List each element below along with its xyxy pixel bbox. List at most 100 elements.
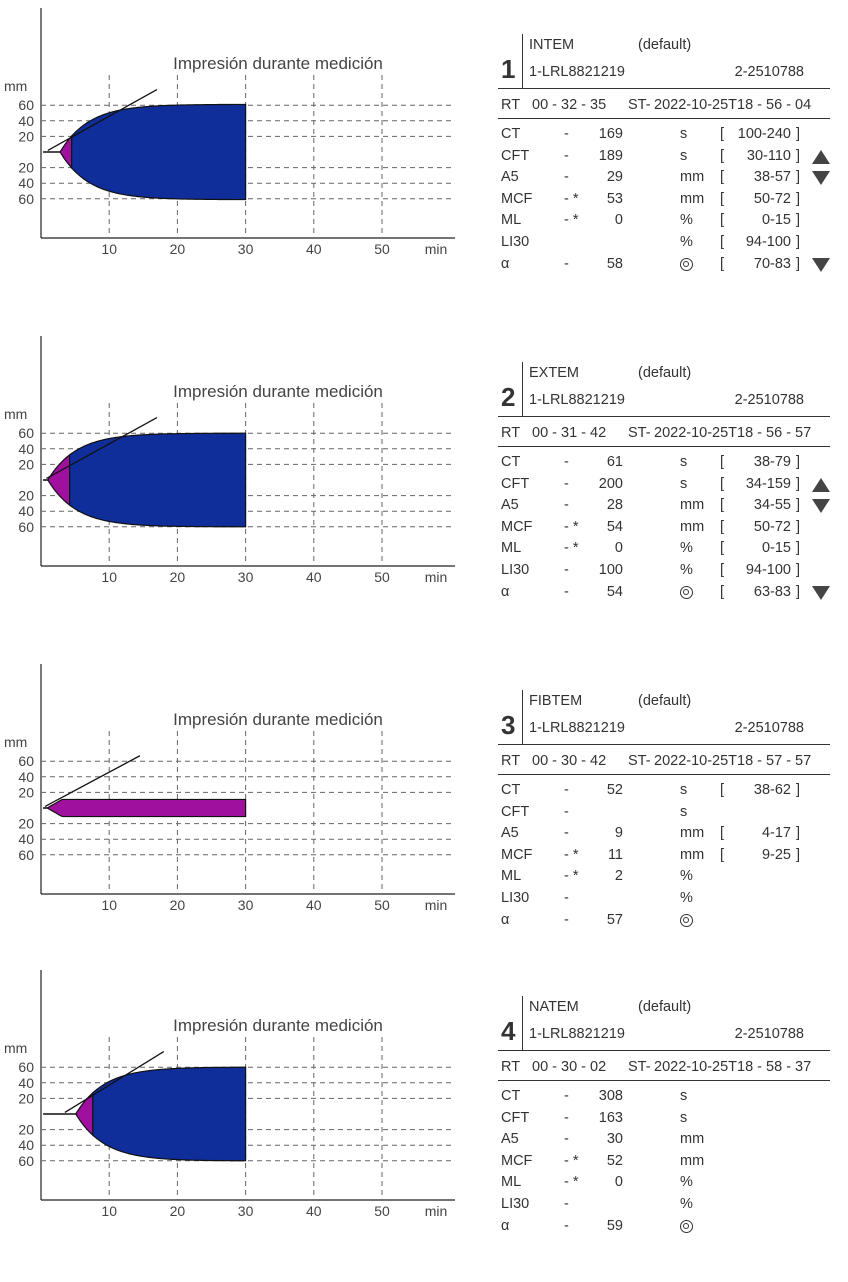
y-tick-label: 20 xyxy=(18,784,34,800)
range-close-bracket: ] xyxy=(796,497,801,514)
param-dash: - xyxy=(564,475,569,492)
reference-range: 0-15 xyxy=(761,212,791,229)
alpha-angle-tangent xyxy=(44,755,141,808)
x-axis-label: min xyxy=(425,897,448,913)
param-value: 57 xyxy=(606,911,623,928)
rt-label: RT xyxy=(501,1059,521,1075)
rt-divider xyxy=(498,446,830,447)
st-value: 2022-10-25T18 - 56 - 57 xyxy=(654,425,812,441)
clotting-phase-area xyxy=(47,453,71,507)
y-tick-label: 40 xyxy=(18,113,34,129)
param-value: 53 xyxy=(606,190,623,207)
alpha-unit-icon xyxy=(680,1219,693,1237)
param-value: 29 xyxy=(606,169,623,186)
param-value: 0 xyxy=(614,212,623,229)
y-axis-label: mm xyxy=(4,734,27,750)
param-label: CT xyxy=(501,126,521,142)
number-divider xyxy=(522,690,523,744)
y-tick-label: 40 xyxy=(18,441,34,457)
param-label: α xyxy=(501,911,510,928)
y-tick-label: 40 xyxy=(18,831,34,847)
param-dash: - xyxy=(564,454,569,470)
alpha-angle-tangent xyxy=(47,89,158,152)
y-tick-label: 20 xyxy=(18,1090,34,1106)
param-label: LI30 xyxy=(501,1196,530,1212)
param-value: 52 xyxy=(606,1152,623,1169)
param-unit: % xyxy=(680,540,693,557)
param-label: LI30 xyxy=(501,234,530,250)
reference-range: 0-15 xyxy=(761,540,791,557)
param-label: ML xyxy=(501,868,522,885)
x-tick-label: 10 xyxy=(101,1203,117,1219)
y-tick-label: 60 xyxy=(18,425,34,441)
chart-2: Impresión durante mediciónmm204060204060… xyxy=(4,336,455,585)
y-tick-label: 40 xyxy=(18,1075,34,1091)
range-open-bracket: [ xyxy=(720,475,725,492)
range-close-bracket: ] xyxy=(796,212,801,229)
range-close-bracket: ] xyxy=(796,255,801,272)
range-open-bracket: [ xyxy=(720,454,725,470)
range-open-bracket: [ xyxy=(720,782,725,798)
param-label: CT xyxy=(501,782,521,798)
default-label: (default) xyxy=(638,693,692,709)
rt-label: RT xyxy=(501,753,521,769)
range-open-bracket: [ xyxy=(720,169,725,186)
reference-range: 94-100 xyxy=(745,562,791,578)
sample-id-2: 2-2510788 xyxy=(734,64,804,80)
result-table-1: 1 INTEM (default) 1-LRL8821219 2-2510788 RT 00… xyxy=(498,0,838,320)
range-open-bracket: [ xyxy=(720,518,725,535)
test-number: 2 xyxy=(501,382,516,412)
param-value: 61 xyxy=(606,454,623,470)
y-tick-label: 40 xyxy=(18,175,34,191)
x-tick-label: 40 xyxy=(306,897,322,913)
x-tick-label: 10 xyxy=(101,569,117,585)
range-close-bracket: ] xyxy=(796,846,801,863)
y-tick-label: 60 xyxy=(18,191,34,207)
reference-range: 38-62 xyxy=(753,782,791,798)
alpha-unit-icon xyxy=(680,585,693,603)
param-unit: % xyxy=(680,890,693,906)
param-unit: mm xyxy=(680,190,705,207)
param-dash: - * xyxy=(564,518,579,535)
range-close-bracket: ] xyxy=(796,147,801,164)
range-close-bracket: ] xyxy=(796,475,801,492)
test-panel-3: Impresión durante medición mm 20 40 60 20 40 60… xyxy=(0,656,848,976)
alpha-unit-icon xyxy=(680,913,693,931)
reference-range: 50-72 xyxy=(753,190,791,207)
arrow-up-icon xyxy=(812,149,830,164)
alpha-unit-icon xyxy=(680,257,693,275)
reference-range: 34-159 xyxy=(745,475,791,492)
param-label: A5 xyxy=(501,497,519,514)
clot-firmness-area xyxy=(69,432,247,528)
param-dash: - xyxy=(564,1196,569,1212)
x-tick-label: 10 xyxy=(101,241,117,257)
st-label: ST- xyxy=(628,1059,651,1075)
param-label: CFT xyxy=(501,475,530,492)
param-value: 163 xyxy=(598,1109,623,1126)
param-value: 0 xyxy=(614,540,623,557)
param-label: CT xyxy=(501,1088,521,1104)
test-number: 1 xyxy=(501,54,516,84)
x-tick-label: 20 xyxy=(170,1203,186,1219)
arrow-down-icon xyxy=(812,499,830,514)
param-value: 189 xyxy=(598,147,623,164)
param-label: ML xyxy=(501,212,522,229)
reference-range: 34-55 xyxy=(753,497,791,514)
y-tick-label: 20 xyxy=(18,488,34,504)
range-close-bracket: ] xyxy=(796,825,801,842)
param-value: 2 xyxy=(614,868,623,885)
sample-id-1: 1-LRL8821219 xyxy=(529,392,625,408)
param-unit: s xyxy=(680,803,688,820)
param-label: MCF xyxy=(501,846,533,863)
y-tick-label: 60 xyxy=(18,1153,34,1169)
range-close-bracket: ] xyxy=(796,169,801,186)
range-close-bracket: ] xyxy=(796,518,801,535)
number-divider xyxy=(522,362,523,416)
param-label: MCF xyxy=(501,518,533,535)
result-table-4: 4 NATEM (default) 1-LRL8821219 2-2510788 RT 00… xyxy=(498,962,838,1282)
reference-range: 38-79 xyxy=(753,454,791,470)
param-label: CT xyxy=(501,454,521,470)
param-label: ML xyxy=(501,540,522,557)
header-divider xyxy=(498,416,830,417)
test-name: EXTEM xyxy=(529,365,579,381)
